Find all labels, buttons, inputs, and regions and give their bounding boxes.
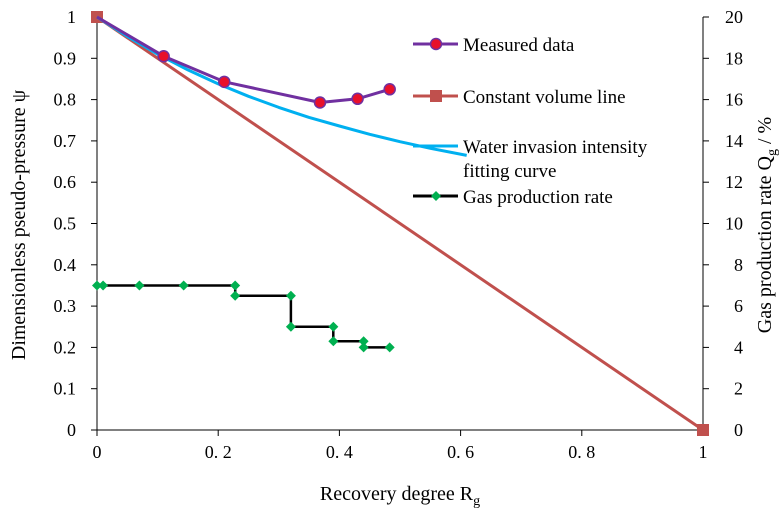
right-tick-label: 0 xyxy=(734,420,743,440)
right-tick-label: 2 xyxy=(734,379,743,399)
legend-entry: Water invasion intensity fitting curve xyxy=(413,137,648,182)
right-tick-label: 12 xyxy=(725,172,743,192)
legend-marker xyxy=(431,191,441,201)
left-tick-label: 0.7 xyxy=(54,131,77,151)
left-tick-label: 0.4 xyxy=(54,255,77,275)
left-y-axis-ticks: 0 0.1 0.2 0.3 0.4 0.5 0.6 0.7 0.8 0.9 1 xyxy=(54,7,97,440)
data-point xyxy=(313,96,327,109)
legend-label: Gas production rate xyxy=(463,187,613,208)
legend-label: Water invasion intensity xyxy=(463,137,648,158)
data-point xyxy=(358,336,369,347)
right-tick-label: 8 xyxy=(734,255,743,275)
x-tick-label: 0. 6 xyxy=(447,442,474,462)
legend-marker xyxy=(429,37,443,51)
series-line xyxy=(96,15,704,432)
legend-entry: Measured data xyxy=(413,35,575,56)
data-point xyxy=(230,280,241,291)
left-tick-label: 0.5 xyxy=(54,214,77,234)
series-line xyxy=(97,284,390,349)
data-point xyxy=(383,83,396,96)
data-point xyxy=(98,280,109,291)
right-tick-label: 10 xyxy=(725,214,743,234)
right-y-axis-ticks: 0 2 4 6 8 10 12 14 16 18 20 xyxy=(703,7,743,440)
axis-titles: Recovery degree Rg Dimensionless pseudo-p… xyxy=(8,89,780,509)
right-tick-label: 16 xyxy=(725,90,743,110)
data-point xyxy=(134,280,145,291)
series-water-invasion-intensity-fitting-curve xyxy=(96,15,467,157)
right-tick-label: 4 xyxy=(734,337,743,357)
left-tick-label: 0 xyxy=(67,420,76,440)
x-tick-label: 0. 8 xyxy=(568,442,595,462)
data-point xyxy=(384,342,395,353)
left-tick-label: 0.6 xyxy=(54,172,77,192)
left-tick-label: 0.3 xyxy=(54,296,77,316)
x-tick-label: 0. 2 xyxy=(205,442,232,462)
left-tick-label: 0.8 xyxy=(54,90,77,110)
x-tick-label: 0 xyxy=(93,442,102,462)
legend-label: fitting curve xyxy=(463,161,556,182)
data-point xyxy=(351,92,364,106)
legend-entry: Constant volume line xyxy=(413,87,626,108)
series-gas-production-rate xyxy=(92,280,395,353)
x-tick-label: 0. 4 xyxy=(326,442,353,462)
data-point xyxy=(697,424,709,436)
x-axis-ticks: 0 0. 2 0. 4 0. 6 0. 8 1 xyxy=(93,430,708,462)
legend-label: Constant volume line xyxy=(463,87,626,108)
right-tick-label: 18 xyxy=(725,48,743,68)
left-tick-label: 0.1 xyxy=(54,379,77,399)
right-tick-label: 20 xyxy=(725,7,743,27)
data-point xyxy=(328,336,339,347)
series-measured-data xyxy=(96,15,396,109)
right-y-axis-title: Gas production rate Qg / % xyxy=(754,117,780,333)
series-constant-volume-line xyxy=(91,11,709,436)
data-point xyxy=(230,290,241,301)
data-point xyxy=(328,321,339,332)
data-point xyxy=(218,75,231,89)
data-point xyxy=(178,280,189,291)
data-point xyxy=(285,290,296,301)
x-axis-title: Recovery degree Rg xyxy=(320,483,480,509)
data-point xyxy=(285,321,296,332)
left-y-axis-title: Dimensionless pseudo-pressure ψ xyxy=(8,89,30,360)
legend-marker xyxy=(430,90,442,102)
legend-entry: Gas production rate xyxy=(413,187,613,208)
data-point xyxy=(358,342,369,353)
left-tick-label: 1 xyxy=(67,7,76,27)
x-tick-label: 1 xyxy=(699,442,708,462)
left-tick-label: 0.2 xyxy=(54,337,77,357)
data-point xyxy=(92,280,102,291)
series-line xyxy=(96,15,391,104)
series-layer xyxy=(91,11,709,436)
data-point xyxy=(157,49,170,63)
left-tick-label: 0.9 xyxy=(54,48,77,68)
right-tick-label: 14 xyxy=(725,131,743,151)
legend-label: Measured data xyxy=(463,35,575,56)
right-tick-label: 6 xyxy=(734,296,743,316)
legend: Measured data Constant volume line Water i… xyxy=(413,35,648,208)
series-line xyxy=(96,15,467,157)
